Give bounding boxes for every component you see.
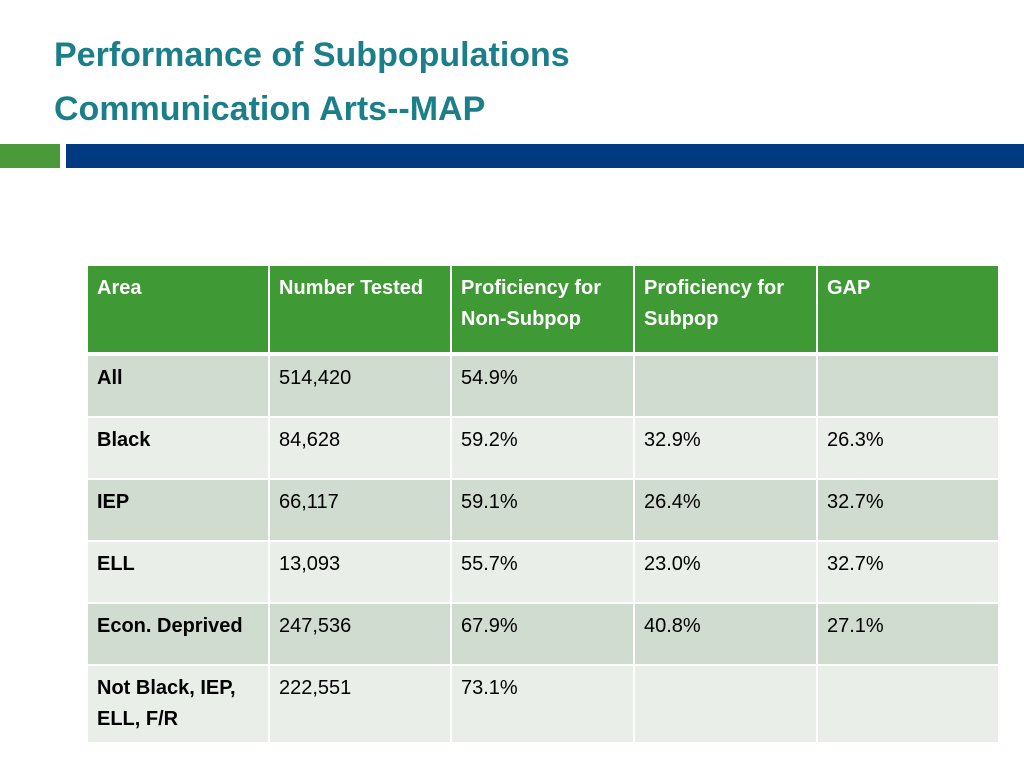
table-row: Black 84,628 59.2% 32.9% 26.3%: [86, 416, 1000, 480]
header-gap: GAP: [816, 264, 1000, 356]
cell-proficiency-non-subpop: 59.1%: [450, 478, 635, 542]
slide-title-line-1: Performance of Subpopulations: [54, 36, 570, 74]
table-row: IEP 66,117 59.1% 26.4% 32.7%: [86, 478, 1000, 542]
cell-proficiency-subpop: 26.4%: [633, 478, 818, 542]
cell-number-tested: 13,093: [268, 540, 452, 604]
cell-proficiency-non-subpop: 55.7%: [450, 540, 635, 604]
cell-gap: 27.1%: [816, 602, 1000, 666]
header-area: Area: [86, 264, 270, 356]
table-row: All 514,420 54.9%: [86, 353, 1000, 418]
cell-number-tested: 66,117: [268, 478, 452, 542]
cell-proficiency-subpop: 40.8%: [633, 602, 818, 666]
cell-number-tested: 247,536: [268, 602, 452, 666]
slide-title-line-2: Communication Arts--MAP: [54, 90, 486, 128]
cell-proficiency-subpop: [633, 353, 818, 418]
table-header-row: Area Number Tested Proficiency for Non-S…: [86, 264, 1000, 356]
header-number-tested: Number Tested: [268, 264, 452, 356]
cell-number-tested: 222,551: [268, 664, 452, 744]
cell-gap: [816, 353, 1000, 418]
cell-proficiency-non-subpop: 54.9%: [450, 353, 635, 418]
cell-gap: 26.3%: [816, 416, 1000, 480]
cell-gap: 32.7%: [816, 478, 1000, 542]
cell-proficiency-subpop: 32.9%: [633, 416, 818, 480]
cell-gap: 32.7%: [816, 540, 1000, 604]
cell-proficiency-subpop: 23.0%: [633, 540, 818, 604]
cell-area: Not Black, IEP, ELL, F/R: [86, 664, 270, 744]
table-row: ELL 13,093 55.7% 23.0% 32.7%: [86, 540, 1000, 604]
header-proficiency-non-subpop: Proficiency for Non-Subpop: [450, 264, 635, 356]
cell-proficiency-subpop: [633, 664, 818, 744]
accent-bar-blue: [66, 144, 1024, 168]
cell-area: IEP: [86, 478, 270, 542]
accent-bar-green: [0, 144, 60, 168]
slide-title: Performance of Subpopulations Communicat…: [54, 28, 570, 136]
cell-number-tested: 84,628: [268, 416, 452, 480]
table-row: Not Black, IEP, ELL, F/R 222,551 73.1%: [86, 664, 1000, 744]
cell-area: ELL: [86, 540, 270, 604]
header-proficiency-subpop: Proficiency for Subpop: [633, 264, 818, 356]
cell-proficiency-non-subpop: 73.1%: [450, 664, 635, 744]
cell-area: Econ. Deprived: [86, 602, 270, 666]
cell-gap: [816, 664, 1000, 744]
cell-proficiency-non-subpop: 67.9%: [450, 602, 635, 666]
cell-proficiency-non-subpop: 59.2%: [450, 416, 635, 480]
table-row: Econ. Deprived 247,536 67.9% 40.8% 27.1%: [86, 602, 1000, 666]
cell-area: Black: [86, 416, 270, 480]
cell-number-tested: 514,420: [268, 353, 452, 418]
cell-area: All: [86, 353, 270, 418]
subpopulation-table: Area Number Tested Proficiency for Non-S…: [86, 264, 1000, 744]
